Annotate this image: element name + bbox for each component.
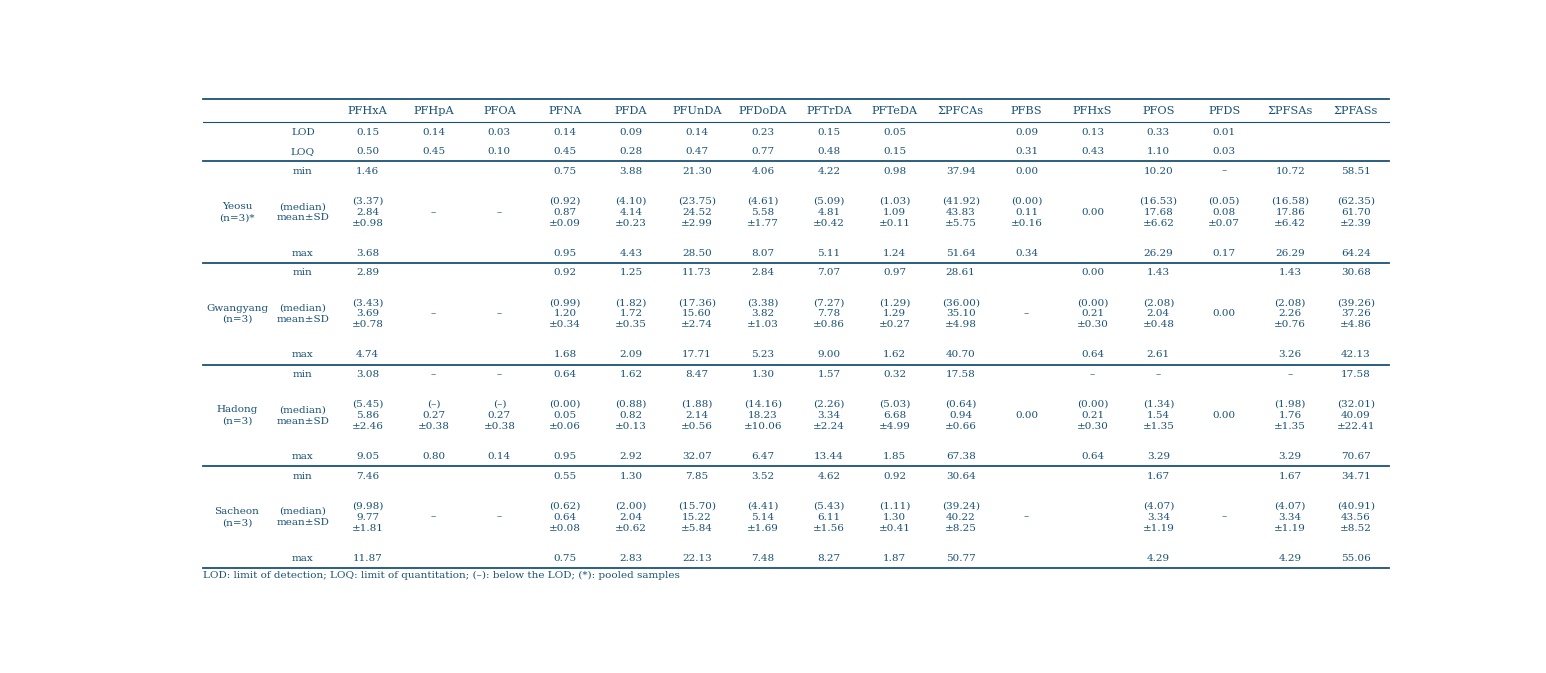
Text: (36.00)
35.10
±4.98: (36.00) 35.10 ±4.98 <box>942 298 980 330</box>
Text: –: – <box>1023 513 1030 522</box>
Text: 0.95: 0.95 <box>553 452 577 461</box>
Text: 3.08: 3.08 <box>356 370 379 379</box>
Text: (9.98)
9.77
±1.81: (9.98) 9.77 ±1.81 <box>351 501 383 532</box>
Text: 1.25: 1.25 <box>620 269 643 277</box>
Text: 0.92: 0.92 <box>883 472 906 481</box>
Text: –: – <box>1288 370 1292 379</box>
Text: 1.67: 1.67 <box>1279 472 1302 481</box>
Text: (14.16)
18.23
±10.06: (14.16) 18.23 ±10.06 <box>744 400 782 431</box>
Text: PFTeDA: PFTeDA <box>872 106 918 116</box>
Text: (3.43)
3.69
±0.78: (3.43) 3.69 ±0.78 <box>351 298 383 330</box>
Text: –: – <box>496 310 502 318</box>
Text: LOQ: LOQ <box>291 147 315 156</box>
Text: 3.88: 3.88 <box>620 167 643 176</box>
Text: (0.62)
0.64
±0.08: (0.62) 0.64 ±0.08 <box>549 501 581 532</box>
Text: 0.00: 0.00 <box>1081 269 1104 277</box>
Text: 51.64: 51.64 <box>946 249 976 258</box>
Text: (1.03)
1.09
±0.11: (1.03) 1.09 ±0.11 <box>878 197 911 228</box>
Text: 6.47: 6.47 <box>751 452 775 461</box>
Text: 58.51: 58.51 <box>1342 167 1371 176</box>
Text: ΣPFASs: ΣPFASs <box>1334 106 1377 116</box>
Text: (15.70)
15.22
±5.84: (15.70) 15.22 ±5.84 <box>679 501 716 532</box>
Text: 3.26: 3.26 <box>1279 351 1302 359</box>
Text: –: – <box>496 208 502 217</box>
Text: 8.47: 8.47 <box>685 370 708 379</box>
Text: 7.48: 7.48 <box>751 554 775 563</box>
Text: (0.00)
0.21
±0.30: (0.00) 0.21 ±0.30 <box>1076 400 1108 431</box>
Text: PFTrDA: PFTrDA <box>805 106 852 116</box>
Text: 70.67: 70.67 <box>1342 452 1371 461</box>
Text: (1.29)
1.29
±0.27: (1.29) 1.29 ±0.27 <box>878 298 911 330</box>
Text: 2.61: 2.61 <box>1147 351 1170 359</box>
Text: 0.00: 0.00 <box>1016 167 1037 176</box>
Text: 22.13: 22.13 <box>682 554 713 563</box>
Text: (0.99)
1.20
±0.34: (0.99) 1.20 ±0.34 <box>549 298 581 330</box>
Text: 1.62: 1.62 <box>883 351 906 359</box>
Text: 0.17: 0.17 <box>1212 249 1235 258</box>
Text: 2.09: 2.09 <box>620 351 643 359</box>
Text: 0.05: 0.05 <box>883 128 906 137</box>
Text: 2.84: 2.84 <box>751 269 775 277</box>
Text: PFDS: PFDS <box>1207 106 1240 116</box>
Text: 0.00: 0.00 <box>1212 310 1235 318</box>
Text: –: – <box>431 370 436 379</box>
Text: 11.87: 11.87 <box>352 554 382 563</box>
Text: (41.92)
43.83
±5.75: (41.92) 43.83 ±5.75 <box>942 197 980 228</box>
Text: (4.61)
5.58
±1.77: (4.61) 5.58 ±1.77 <box>747 197 779 228</box>
Text: 0.15: 0.15 <box>356 128 379 137</box>
Text: (4.10)
4.14
±0.23: (4.10) 4.14 ±0.23 <box>615 197 648 228</box>
Text: –: – <box>1023 310 1030 318</box>
Text: 0.43: 0.43 <box>1081 147 1104 156</box>
Text: 8.27: 8.27 <box>818 554 841 563</box>
Text: 4.29: 4.29 <box>1147 554 1170 563</box>
Text: (0.92)
0.87
±0.09: (0.92) 0.87 ±0.09 <box>549 197 581 228</box>
Text: 50.77: 50.77 <box>946 554 976 563</box>
Text: (1.11)
1.30
±0.41: (1.11) 1.30 ±0.41 <box>878 501 911 532</box>
Text: 0.31: 0.31 <box>1016 147 1037 156</box>
Text: 0.33: 0.33 <box>1147 128 1170 137</box>
Text: 0.15: 0.15 <box>818 128 841 137</box>
Text: 3.52: 3.52 <box>751 472 775 481</box>
Text: min: min <box>294 269 312 277</box>
Text: (0.00)
0.21
±0.30: (0.00) 0.21 ±0.30 <box>1076 298 1108 330</box>
Text: 0.34: 0.34 <box>1016 249 1037 258</box>
Text: (median)
mean±SD: (median) mean±SD <box>277 202 329 222</box>
Text: 0.00: 0.00 <box>1016 411 1037 420</box>
Text: 0.47: 0.47 <box>685 147 708 156</box>
Text: 4.62: 4.62 <box>818 472 841 481</box>
Text: (0.64)
0.94
±0.66: (0.64) 0.94 ±0.66 <box>945 400 977 431</box>
Text: 0.45: 0.45 <box>422 147 445 156</box>
Text: 0.03: 0.03 <box>489 128 510 137</box>
Text: 1.67: 1.67 <box>1147 472 1170 481</box>
Text: 0.09: 0.09 <box>620 128 643 137</box>
Text: (5.03)
6.68
±4.99: (5.03) 6.68 ±4.99 <box>878 400 911 431</box>
Text: max: max <box>292 249 314 258</box>
Text: 67.38: 67.38 <box>946 452 976 461</box>
Text: (1.34)
1.54
±1.35: (1.34) 1.54 ±1.35 <box>1142 400 1175 431</box>
Text: (–)
0.27
±0.38: (–) 0.27 ±0.38 <box>417 400 450 431</box>
Text: 0.98: 0.98 <box>883 167 906 176</box>
Text: max: max <box>292 351 314 359</box>
Text: 1.68: 1.68 <box>553 351 577 359</box>
Text: (0.00)
0.05
±0.06: (0.00) 0.05 ±0.06 <box>549 400 581 431</box>
Text: 1.62: 1.62 <box>620 370 643 379</box>
Text: 40.70: 40.70 <box>946 351 976 359</box>
Text: max: max <box>292 554 314 563</box>
Text: Gwangyang
(n=3): Gwangyang (n=3) <box>206 304 267 324</box>
Text: 0.01: 0.01 <box>1212 128 1235 137</box>
Text: (2.08)
2.26
±0.76: (2.08) 2.26 ±0.76 <box>1274 298 1306 330</box>
Text: 1.30: 1.30 <box>751 370 775 379</box>
Text: –: – <box>1156 370 1161 379</box>
Text: –: – <box>496 370 502 379</box>
Text: (1.82)
1.72
±0.35: (1.82) 1.72 ±0.35 <box>615 298 648 330</box>
Text: (2.00)
2.04
±0.62: (2.00) 2.04 ±0.62 <box>615 501 648 532</box>
Text: 8.07: 8.07 <box>751 249 775 258</box>
Text: 21.30: 21.30 <box>682 167 713 176</box>
Text: PFHxA: PFHxA <box>348 106 388 116</box>
Text: (2.26)
3.34
±2.24: (2.26) 3.34 ±2.24 <box>813 400 844 431</box>
Text: LOD: limit of detection; LOQ: limit of quantitation; (–): below the LOD; (*): po: LOD: limit of detection; LOQ: limit of q… <box>203 571 680 579</box>
Text: 17.71: 17.71 <box>682 351 713 359</box>
Text: 11.73: 11.73 <box>682 269 713 277</box>
Text: PFUnDA: PFUnDA <box>673 106 722 116</box>
Text: min: min <box>294 472 312 481</box>
